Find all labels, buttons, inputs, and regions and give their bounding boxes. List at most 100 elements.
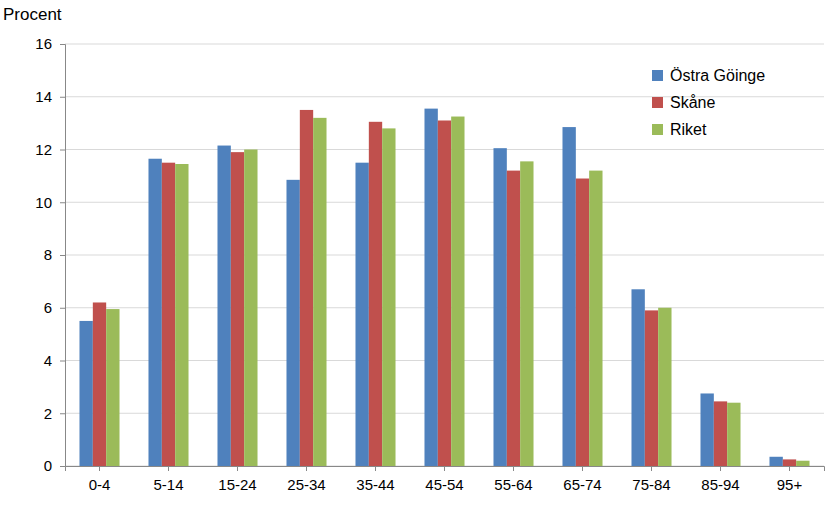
legend-label: Riket [670,121,707,138]
tick-mark [99,466,100,471]
tick-label: 0 [44,457,52,474]
tick: 0 [44,457,65,474]
tick-label: 6 [44,299,52,316]
tick-mark [582,466,583,471]
bar [286,180,299,466]
series [93,110,796,466]
bar [658,308,671,466]
tick-mark [60,413,65,414]
tick: 10 [35,194,65,211]
bar [313,118,326,466]
tick-label: 65-74 [563,476,601,493]
legend-label: Östra Göinge [670,67,765,84]
bar [162,163,175,466]
legend: Östra Göinge Skåne Riket [652,67,765,138]
tick: 45-54 [425,466,463,493]
tick: 15-24 [218,466,256,493]
series [106,117,809,466]
bar [355,163,368,466]
bar [369,122,382,466]
tick-mark [237,466,238,471]
tick-label: 5-14 [153,476,183,493]
tick-label: 2 [44,405,52,422]
bar [93,302,106,466]
tick-mark [444,466,445,471]
tick: 85-94 [701,466,739,493]
legend-item: Skåne [652,94,715,111]
tick-label: 12 [35,141,52,158]
plot-area: 0 2 4 6 8 10 12 14 16 0-4 5-14 15-24 25-34 35-44 45-54… [35,35,824,492]
tick: 65-74 [563,466,601,493]
tick-mark [60,97,65,98]
tick: 0-4 [89,466,111,493]
bar [645,310,658,466]
tick-label: 4 [44,352,52,369]
tick: 14 [35,88,65,105]
axis-title: Procent [3,5,62,24]
bar [217,146,230,466]
y-axis: 0 2 4 6 8 10 12 14 16 [35,35,65,474]
tick-label: 95+ [777,476,803,493]
bar [520,161,533,466]
bar [244,150,257,467]
bar [382,128,395,466]
tick: 2 [44,405,65,422]
bar [424,109,437,466]
chart: 0 2 4 6 8 10 12 14 16 0-4 5-14 15-24 25-34 35-44 45-54… [0,0,832,507]
bar [148,159,161,466]
legend-item: Riket [652,121,707,138]
grid [65,44,824,466]
tick-mark [651,466,652,471]
bar [300,110,313,466]
bar [231,152,244,466]
tick: 12 [35,141,65,158]
legend-swatch [652,124,663,135]
bar [631,289,644,466]
tick: 6 [44,299,65,316]
tick: 25-34 [287,466,325,493]
tick: 75-84 [632,466,670,493]
tick-label: 75-84 [632,476,670,493]
legend-swatch [652,97,663,108]
legend-swatch [652,70,663,81]
tick: 35-44 [356,466,394,493]
tick-label: 55-64 [494,476,532,493]
axis-line [60,45,66,467]
tick-mark [306,466,307,471]
bar [79,321,92,466]
tick-mark [60,150,65,151]
tick-label: 45-54 [425,476,463,493]
tick: 16 [35,35,65,52]
bar [507,171,520,466]
tick: 55-64 [494,466,532,493]
tick-mark [168,466,169,471]
legend-label: Skåne [670,94,715,111]
bar [175,164,188,466]
tick-label: 8 [44,246,52,263]
tick-label: 35-44 [356,476,394,493]
tick-mark [375,466,376,471]
bar [796,461,809,466]
bars [79,109,809,466]
legend-item: Östra Göinge [652,67,765,84]
bar [493,148,506,466]
tick: 4 [44,352,65,369]
tick-label: 16 [35,35,52,52]
bar [769,457,782,466]
series [79,109,782,466]
tick-mark [60,44,65,45]
bar [562,127,575,466]
tick-label: 15-24 [218,476,256,493]
tick: 8 [44,246,65,263]
tick-label: 14 [35,88,52,105]
bar [727,403,740,466]
grid-line [65,44,824,45]
tick-label: 10 [35,194,52,211]
tick-label: 85-94 [701,476,739,493]
tick-mark [60,361,65,362]
bar [106,309,119,466]
bar [576,179,589,466]
bar [714,401,727,466]
tick-mark [720,466,721,471]
tick: 5-14 [153,466,183,493]
